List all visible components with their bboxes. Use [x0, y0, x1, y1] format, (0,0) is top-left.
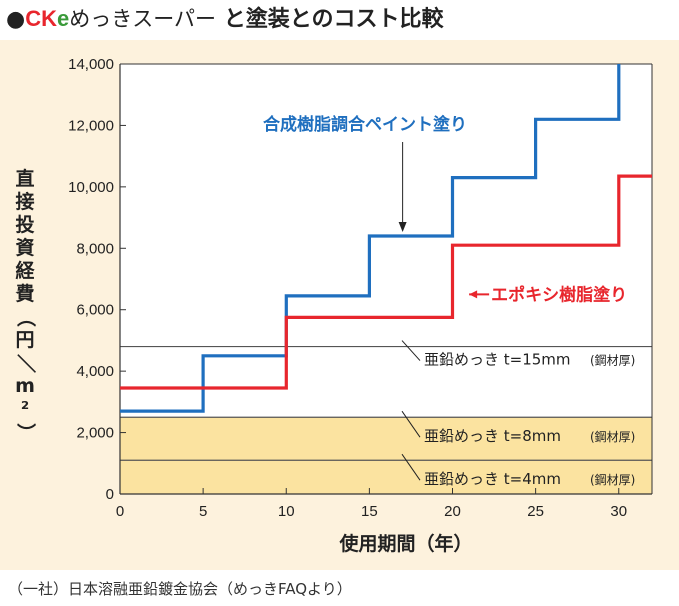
chart: 0 2,000 4,000 6,000 8,000 10,000 12,000 14,000 0…	[68, 56, 653, 555]
y-tick-label: 8,000	[76, 240, 114, 257]
zinc-band-label: 亜鉛めっき t=15mm	[424, 351, 571, 369]
y-axis-title-char: 直	[15, 168, 35, 190]
brand-name: めっきスーパー	[69, 7, 217, 31]
title-rest: と塗装とのコスト比較	[223, 7, 444, 32]
x-tick-label: 10	[278, 503, 295, 520]
y-tick-label: 2,000	[76, 425, 114, 442]
y-axis-title-char: 接	[15, 191, 35, 213]
y-axis-title-char: 円	[15, 329, 35, 351]
zinc-label-leader	[401, 410, 421, 438]
y-axis-title-char: m	[15, 375, 35, 397]
series-line-paint	[120, 64, 621, 413]
zinc-band-note: (鋼材厚)	[590, 430, 635, 444]
zinc-label-leader	[401, 340, 421, 361]
y-axis-title-char: 費	[15, 283, 35, 305]
y-axis-title-char: ／	[14, 353, 37, 373]
zinc-band-label: 亜鉛めっき t=8mm	[424, 427, 561, 445]
zinc-band-note: (鋼材厚)	[590, 354, 635, 368]
title-bar: ●CKeめっきスーパー と塗装とのコスト比較	[0, 0, 679, 40]
y-axis-title: 直接投資経費（円／ m ²）	[12, 168, 38, 444]
x-tick-label: 20	[444, 503, 461, 520]
x-tick-label: 30	[610, 503, 627, 520]
epoxy-annotation: エポキシ樹脂塗り	[491, 284, 627, 305]
zinc-band-label: 亜鉛めっき t=4mm	[424, 470, 561, 488]
y-axis-title-char: （	[14, 307, 37, 327]
y-axis-title-char: 経	[15, 260, 35, 282]
y-axis-title-char: ）	[14, 422, 37, 442]
series-line-epoxy	[120, 174, 652, 390]
paint-annotation-arrowhead	[398, 222, 407, 232]
y-tick-label: 0	[106, 486, 114, 503]
epoxy-annotation-arrowhead	[469, 290, 478, 299]
zinc-band-fill	[120, 460, 652, 494]
x-tick-label: 25	[527, 503, 544, 520]
zinc-label-leader	[401, 453, 421, 481]
x-tick-label: 15	[361, 503, 378, 520]
brand-e: e	[56, 6, 70, 31]
y-axis-title-char: 投	[15, 214, 35, 236]
brand-ck: CK	[25, 6, 57, 31]
y-tick-label: 6,000	[76, 302, 114, 319]
title-bullet: ●	[6, 7, 26, 32]
y-tick-label: 14,000	[68, 56, 114, 73]
y-axis-title-char: 資	[15, 237, 35, 259]
page-title: ●CKeめっきスーパー と塗装とのコスト比較	[6, 4, 443, 35]
chart-panel: 0 2,000 4,000 6,000 8,000 10,000 12,000 14,000 0…	[0, 40, 679, 570]
x-tick-label: 0	[116, 503, 124, 520]
source-footer: （一社）日本溶融亜鉛鍍金協会（めっきFAQより）	[8, 580, 352, 598]
x-axis-title: 使用期間（年）	[338, 532, 472, 555]
y-axis-title-char: ²	[20, 398, 30, 420]
y-tick-label: 10,000	[68, 179, 114, 196]
y-tick-label: 4,000	[76, 363, 114, 380]
x-tick-label: 5	[199, 503, 207, 520]
y-tick-label: 12,000	[68, 117, 114, 134]
paint-annotation: 合成樹脂調合ペイント塗り	[263, 114, 467, 135]
zinc-band-note: (鋼材厚)	[590, 473, 635, 487]
